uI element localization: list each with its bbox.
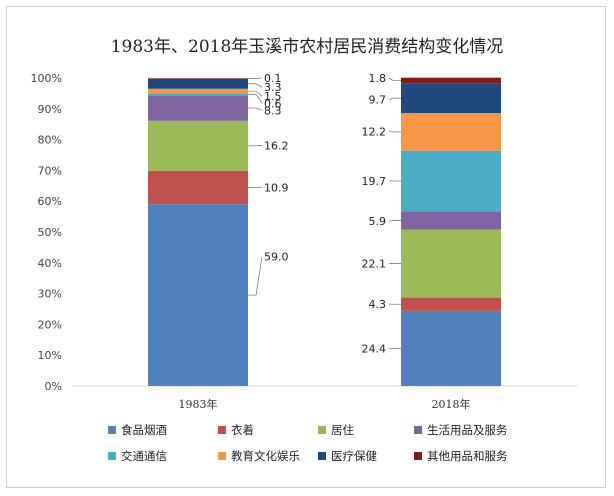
y-tick-label: 0% (45, 380, 62, 393)
chart-title: 1983年、2018年玉溪市农村居民消费结构变化情况 (110, 37, 504, 57)
legend-swatch (318, 426, 326, 434)
legend-swatch (218, 452, 226, 460)
data-label: 0.1 (264, 72, 282, 85)
data-label: 59.0 (264, 251, 289, 264)
bar-segment (401, 77, 501, 84)
y-tick-label: 60% (38, 195, 62, 208)
y-tick-label: 30% (38, 288, 62, 301)
bar-segment (148, 120, 248, 171)
legend-label: 交通通信 (121, 449, 167, 463)
data-label: 1.8 (369, 72, 387, 85)
data-label: 8.3 (264, 104, 282, 117)
data-label: 3.3 (264, 81, 282, 94)
bar-segment (401, 297, 501, 311)
bar-segment (401, 229, 501, 298)
data-label: 5.9 (369, 215, 387, 228)
legend-label: 医疗保健 (331, 449, 377, 463)
legend-label: 衣着 (231, 423, 254, 437)
bar-segment (401, 113, 501, 151)
data-label: 16.2 (264, 139, 289, 152)
leader-line (388, 97, 401, 100)
legend-label: 生活用品及服务 (427, 423, 508, 437)
chart-frame (6, 6, 606, 488)
leader-line (388, 77, 401, 81)
x-tick-label: 1983年 (179, 397, 218, 411)
bar-segment (148, 204, 248, 386)
bar-segment (148, 93, 248, 96)
leader-line (248, 107, 263, 111)
bar-segment (401, 150, 501, 212)
legend-swatch (318, 452, 326, 460)
y-tick-label: 40% (38, 257, 62, 270)
x-tick-label: 2018年 (432, 397, 471, 411)
data-label: 10.9 (264, 182, 289, 195)
data-label: 1.5 (264, 90, 282, 103)
leader-line (248, 256, 263, 296)
x-axis: 1983年 2018年 (179, 397, 471, 411)
y-tick-label: 80% (38, 134, 62, 147)
y-tick-label: 20% (38, 318, 62, 331)
leader-line (248, 83, 263, 88)
data-label: 22.1 (362, 257, 387, 270)
bar-segment (401, 211, 501, 230)
leader-line (388, 220, 401, 222)
legend-label: 教育文化娱乐 (231, 449, 300, 463)
data-label: 0.6 (264, 97, 282, 110)
bar-segment (401, 310, 501, 386)
bar-segment (148, 78, 248, 89)
data-labels: 59.0 10.9 16.2 8.30.61.53.30.1 24.4 4.3 22.1 5.… (248, 72, 401, 355)
data-label: 12.2 (362, 126, 387, 139)
bars (148, 77, 501, 386)
legend-label: 居住 (331, 423, 354, 437)
legend-label: 食品烟酒 (121, 423, 167, 437)
y-tick-label: 90% (38, 103, 62, 116)
legend-swatch (108, 426, 116, 434)
y-tick-label: 10% (38, 349, 62, 362)
y-tick-label: 70% (38, 164, 62, 177)
legend-swatch (218, 426, 226, 434)
legend-swatch (414, 452, 422, 460)
data-label: 24.4 (362, 342, 387, 355)
legend-swatch (414, 426, 422, 434)
y-tick-label: 50% (38, 226, 62, 239)
leader-line (248, 93, 263, 104)
legend-swatch (108, 452, 116, 460)
data-label: 4.3 (369, 298, 387, 311)
leader-line (248, 90, 263, 97)
bar-segment (401, 83, 501, 114)
y-tick-label: 100% (31, 72, 62, 85)
data-label: 19.7 (362, 175, 387, 188)
bar-segment (148, 170, 248, 205)
legend-label: 其他用品和服务 (427, 449, 508, 463)
data-label: 9.7 (369, 94, 387, 107)
bar-segment (148, 78, 248, 79)
bar-segment (148, 88, 248, 94)
bar-segment (148, 95, 248, 121)
